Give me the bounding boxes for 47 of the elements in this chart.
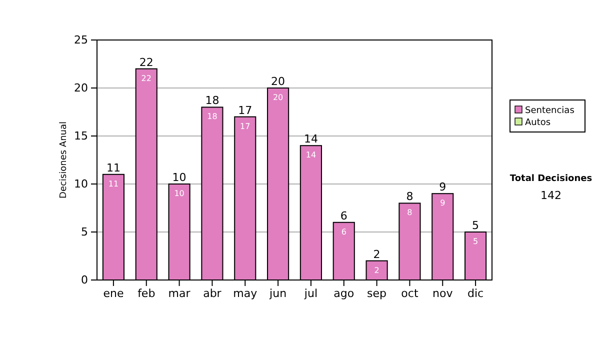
x-tick-label: sep [367, 286, 387, 300]
y-tick-label: 15 [74, 130, 88, 143]
x-tick-label: abr [203, 286, 222, 300]
total-label: 8 [406, 190, 414, 204]
total-label: 5 [472, 219, 480, 232]
x-tick-label: nov [432, 286, 454, 300]
data-label: 20 [272, 93, 284, 102]
text: Total Decisiones [510, 174, 592, 184]
data-label: 18 [207, 112, 218, 122]
total-label: 2 [373, 248, 380, 261]
data-label: 22 [141, 74, 152, 83]
x-tick-label: may [233, 286, 258, 300]
data-label: 6 [341, 227, 346, 236]
x-tick-label: ene [103, 286, 124, 300]
x-tick-label: jun [268, 286, 287, 300]
data-label: 9 [440, 198, 446, 208]
y-tick-label: 10 [74, 178, 88, 191]
total-label: 14 [304, 132, 318, 146]
x-tick-label: jul [303, 286, 318, 300]
y-tick-label: 0 [81, 274, 88, 287]
total-label: 11 [106, 161, 120, 174]
total-label: 22 [139, 56, 154, 69]
data-label: 11 [108, 179, 119, 188]
legend-label: Sentencias [525, 106, 575, 116]
legend-label: Autos [525, 118, 551, 128]
total-label: 20 [271, 75, 286, 88]
data-label: 5 [472, 237, 478, 246]
text: 142 [540, 189, 562, 202]
x-tick-label: feb [138, 286, 156, 300]
total-label: 17 [238, 104, 252, 117]
y-tick-label: 5 [81, 226, 88, 239]
y-tick-label: 20 [74, 82, 88, 95]
total-label: 6 [340, 209, 348, 222]
total-label: 18 [205, 94, 220, 108]
x-tick-label: oct [401, 286, 419, 300]
data-label: 17 [240, 122, 250, 131]
data-label: 14 [306, 150, 316, 160]
total-label: 10 [172, 171, 186, 184]
data-label: 10 [174, 189, 184, 198]
x-tick-label: ago [334, 286, 354, 300]
data-label: 2 [374, 266, 380, 275]
x-tick-label: dic [467, 286, 484, 300]
x-tick-label: mar [168, 286, 191, 300]
total-label: 9 [439, 180, 446, 194]
y-tick-label: 25 [74, 34, 88, 47]
y-axis-title: Decisiones Anual [59, 122, 69, 198]
data-label: 8 [407, 208, 412, 218]
